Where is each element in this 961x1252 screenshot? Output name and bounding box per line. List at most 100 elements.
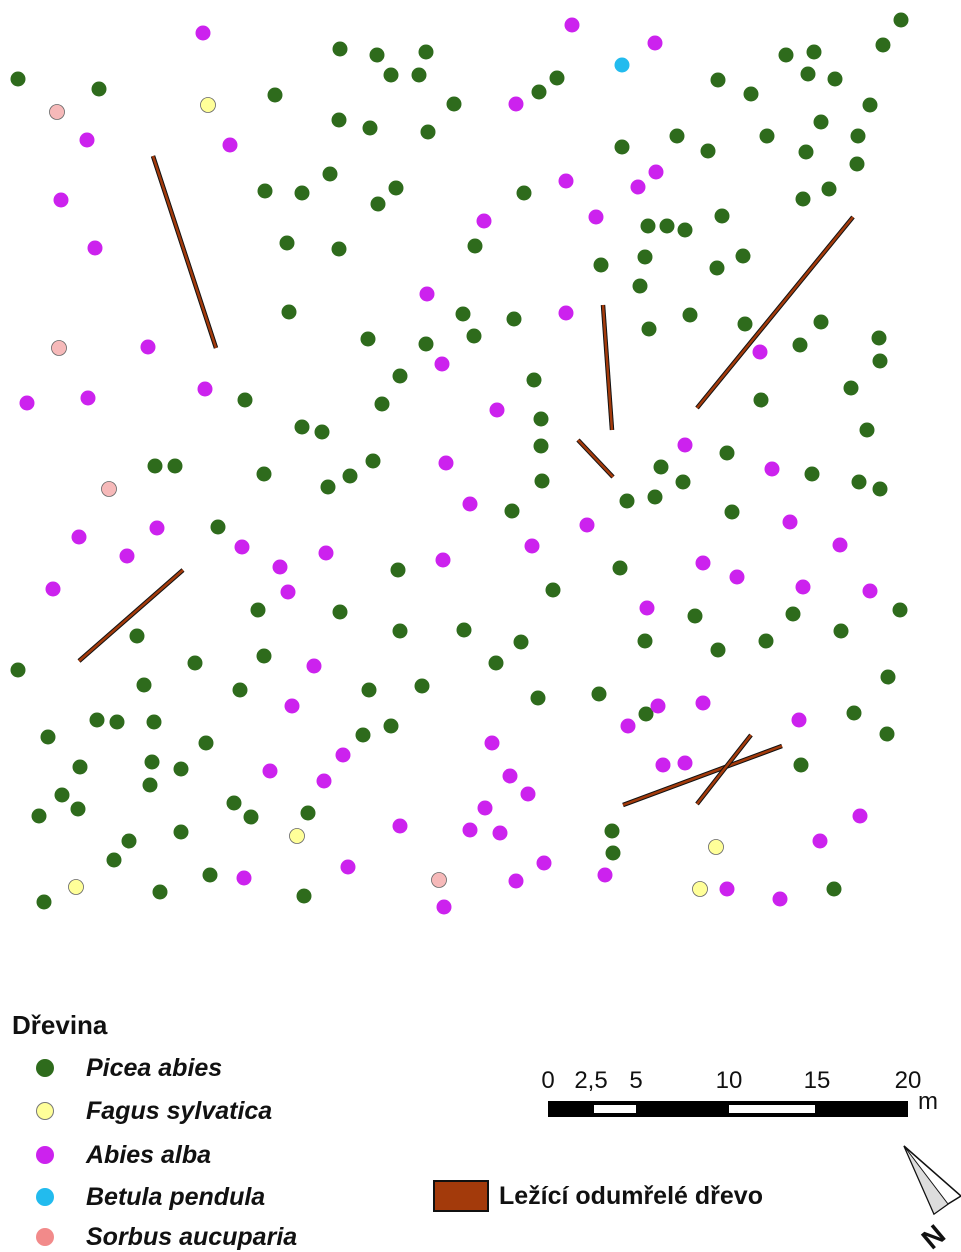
tree-picea <box>793 757 809 773</box>
tree-picea <box>872 481 888 497</box>
north-arrow-icon <box>903 1145 961 1216</box>
tree-picea <box>296 888 312 904</box>
tree-picea <box>875 37 891 53</box>
tree-layer <box>10 12 909 915</box>
tree-abies <box>340 859 356 875</box>
tree-picea <box>237 392 253 408</box>
tree-abies <box>119 548 135 564</box>
legend-item-fagus: Fagus sylvatica <box>36 1096 272 1126</box>
tree-picea <box>778 47 794 63</box>
tree-picea <box>593 257 609 273</box>
tree-abies <box>489 402 505 418</box>
tree-picea <box>152 884 168 900</box>
tree-abies <box>195 25 211 41</box>
tree-picea <box>187 655 203 671</box>
scale-tick-label: 20 <box>894 1067 922 1094</box>
yellow-dot-icon <box>36 1102 54 1120</box>
deadwood-label: Ležící odumřelé dřevo <box>499 1181 763 1210</box>
tree-abies <box>579 517 595 533</box>
tree-abies <box>655 757 671 773</box>
tree-abies <box>492 825 508 841</box>
tree-picea <box>827 71 843 87</box>
tree-picea <box>70 801 86 817</box>
tree-picea <box>612 560 628 576</box>
tree-picea <box>392 623 408 639</box>
tree-sorbus <box>431 872 447 888</box>
tree-abies <box>650 698 666 714</box>
tree-picea <box>872 353 888 369</box>
tree-picea <box>411 67 427 83</box>
tree-abies <box>236 870 252 886</box>
tree-picea <box>365 453 381 469</box>
tree-picea <box>880 669 896 685</box>
tree-picea <box>383 67 399 83</box>
tree-picea <box>10 71 26 87</box>
tree-abies <box>71 529 87 545</box>
scale-tick-label: 10 <box>715 1067 743 1094</box>
tree-abies <box>647 35 663 51</box>
tree-picea <box>89 712 105 728</box>
tree-picea <box>710 642 726 658</box>
tree-abies <box>630 179 646 195</box>
deadwood-log <box>696 734 752 805</box>
tree-abies <box>149 520 165 536</box>
tree-abies <box>536 855 552 871</box>
tree-abies <box>639 600 655 616</box>
tree-picea <box>849 156 865 172</box>
tree-picea <box>614 139 630 155</box>
legend-item-deadwood: Ležící odumřelé dřevo <box>433 1180 763 1212</box>
tree-picea <box>619 493 635 509</box>
tree-picea <box>871 330 887 346</box>
tree-picea <box>414 678 430 694</box>
tree-picea <box>851 474 867 490</box>
tree-abies <box>436 899 452 915</box>
tree-picea <box>383 718 399 734</box>
tree-picea <box>826 881 842 897</box>
tree-picea <box>534 473 550 489</box>
scale-tick-label: 0 <box>541 1067 555 1094</box>
tree-picea <box>331 241 347 257</box>
deadwood-log <box>577 439 614 478</box>
tree-picea <box>637 633 653 649</box>
tree-picea <box>753 392 769 408</box>
scale-tick-label: 5 <box>629 1067 643 1094</box>
tree-picea <box>456 622 472 638</box>
tree-picea <box>256 466 272 482</box>
tree-abies <box>508 873 524 889</box>
tree-picea <box>591 686 607 702</box>
tree-fagus <box>68 879 84 895</box>
tree-abies <box>852 808 868 824</box>
tree-picea <box>687 608 703 624</box>
tree-picea <box>232 682 248 698</box>
tree-abies <box>435 552 451 568</box>
tree-abies <box>19 395 35 411</box>
tree-picea <box>355 727 371 743</box>
tree-picea <box>36 894 52 910</box>
tree-picea <box>121 833 137 849</box>
tree-picea <box>893 12 909 28</box>
tree-abies <box>222 137 238 153</box>
legend-label: Picea abies <box>86 1053 223 1082</box>
tree-picea <box>604 823 620 839</box>
tree-picea <box>342 468 358 484</box>
tree-picea <box>637 249 653 265</box>
tree-picea <box>605 845 621 861</box>
tree-abies <box>434 356 450 372</box>
tree-picea <box>632 278 648 294</box>
tree-picea <box>710 72 726 88</box>
tree-picea <box>682 307 698 323</box>
tree-abies <box>476 213 492 229</box>
tree-picea <box>202 867 218 883</box>
tree-fagus <box>289 828 305 844</box>
tree-picea <box>526 372 542 388</box>
tree-picea <box>388 180 404 196</box>
tree-abies <box>695 555 711 571</box>
tree-abies <box>508 96 524 112</box>
tree-picea <box>257 183 273 199</box>
tree-picea <box>294 419 310 435</box>
tree-picea <box>813 314 829 330</box>
tree-picea <box>129 628 145 644</box>
tree-picea <box>531 84 547 100</box>
tree-picea <box>136 677 152 693</box>
